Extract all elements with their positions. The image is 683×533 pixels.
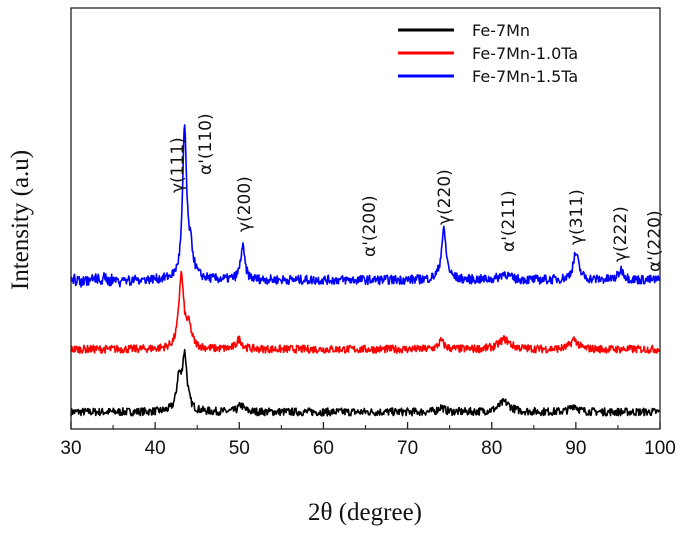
x-tick-label-80: 80 <box>481 438 502 459</box>
x-tick-label-30: 30 <box>60 438 81 459</box>
x-tick-label-60: 60 <box>313 438 334 459</box>
series-line-fe-7mn-1-5ta <box>70 124 661 288</box>
x-tick-label-40: 40 <box>145 438 166 459</box>
peak-label-alpha-211: α'(211) <box>499 190 519 252</box>
peak-label-gamma-111: γ(111) <box>168 137 188 193</box>
x-tick-label-90: 90 <box>565 438 586 459</box>
legend-label-fe-7mn: Fe-7Mn <box>472 21 530 40</box>
peak-label-gamma-200: γ(200) <box>235 176 255 232</box>
peak-label-alpha-110: α'(110) <box>196 113 216 175</box>
legend-label-fe-7mn-1-5ta: Fe-7Mn-1.5Ta <box>472 67 578 86</box>
peak-label-gamma-220: γ(220) <box>435 169 455 225</box>
series-layer <box>70 124 661 417</box>
x-axis-ticks: 30 40 50 60 70 80 90 100 <box>60 422 676 459</box>
x-tick-label-50: 50 <box>229 438 250 459</box>
peak-annotations: γ(111) α'(110) γ(200) α'(200) γ(220) α'(… <box>168 113 665 272</box>
x-axis-title: 2θ (degree) <box>308 499 422 526</box>
peak-label-gamma-311: γ(311) <box>567 189 587 245</box>
series-line-fe-7mn-1-0ta <box>70 270 661 354</box>
peak-label-alpha-200: α'(200) <box>360 195 380 257</box>
legend: Fe-7Mn Fe-7Mn-1.0Ta Fe-7Mn-1.5Ta <box>398 21 578 86</box>
peak-label-alpha-220: α'(220) <box>645 210 665 272</box>
series-line-fe-7mn <box>70 348 661 417</box>
legend-label-fe-7mn-1-0ta: Fe-7Mn-1.0Ta <box>472 44 578 63</box>
y-axis-title: Intensity (a.u) <box>7 150 34 290</box>
x-tick-label-100: 100 <box>644 438 676 459</box>
x-tick-label-70: 70 <box>397 438 418 459</box>
peak-label-gamma-222: γ(222) <box>611 206 631 262</box>
